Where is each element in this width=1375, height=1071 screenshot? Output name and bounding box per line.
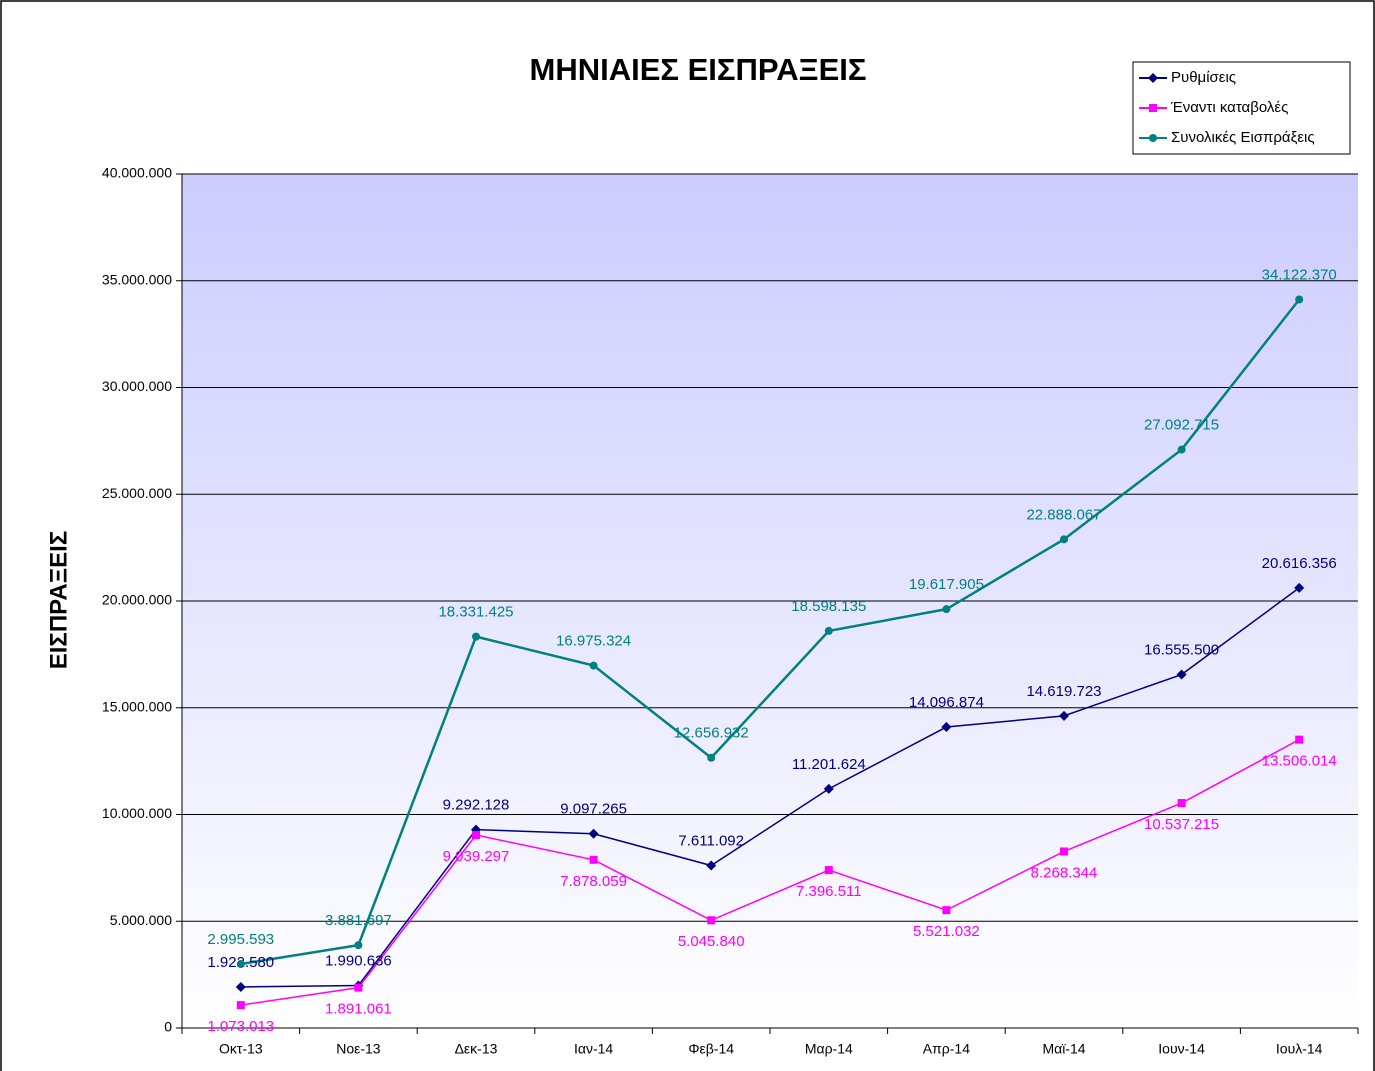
series-line	[240, 587, 1300, 988]
marker	[707, 753, 716, 762]
legend-box	[1132, 61, 1351, 155]
data-label: 34.122.370	[1262, 266, 1337, 283]
y-tick-label: 25.000.000	[102, 485, 172, 501]
y-tick-label: 35.000.000	[102, 271, 172, 287]
marker	[1294, 582, 1305, 593]
data-label: 20.616.356	[1262, 555, 1337, 572]
y-tick-label: 10.000.000	[102, 805, 172, 821]
data-label: 18.598.135	[791, 598, 866, 615]
data-label: 3.881.697	[325, 912, 392, 929]
y-axis-label: ΕΙΣΠΡΑΞΕΙΣ	[45, 531, 72, 670]
marker	[706, 860, 717, 871]
data-label: 2.995.593	[207, 931, 274, 948]
y-tick-label: 30.000.000	[102, 378, 172, 394]
data-label: 1.990.636	[325, 952, 392, 969]
marker	[1149, 104, 1157, 112]
data-label: 10.537.215	[1144, 816, 1219, 833]
y-tick-label: 0	[164, 1019, 172, 1035]
legend-label: Ρυθμίσεις	[1171, 69, 1236, 86]
marker	[1295, 295, 1304, 304]
marker	[1177, 799, 1186, 808]
data-label: 5.521.032	[913, 923, 980, 940]
data-label: 13.506.014	[1262, 753, 1337, 770]
marker	[472, 632, 480, 641]
marker	[824, 866, 833, 875]
marker	[823, 783, 834, 794]
marker	[942, 906, 951, 915]
marker	[354, 941, 363, 950]
y-tick-label: 20.000.000	[102, 592, 172, 608]
data-label: 9.292.128	[443, 797, 510, 814]
marker	[1148, 73, 1158, 83]
data-label: 7.396.511	[796, 883, 862, 900]
data-label: 16.555.500	[1144, 642, 1219, 659]
data-label: 12.656.932	[674, 725, 749, 742]
marker	[1177, 445, 1186, 454]
data-label: 16.975.324	[556, 633, 631, 650]
chart-title: ΜΗΝΙΑΙΕΣ ΕΙΣΠΡΑΞΕΙΣ	[530, 52, 867, 87]
marker	[707, 916, 716, 925]
x-tick-label: Νοε-13	[336, 1041, 381, 1057]
x-tick-label: Απρ-14	[923, 1041, 970, 1057]
marker	[589, 661, 598, 670]
marker	[589, 855, 598, 864]
series-line	[240, 738, 1300, 1006]
x-tick-label: Δεκ-13	[455, 1041, 498, 1057]
x-tick-label: Ιουν-14	[1158, 1041, 1205, 1057]
data-label: 22.888.067	[1026, 506, 1101, 523]
marker	[1059, 710, 1069, 721]
x-tick-label: Φεβ-14	[688, 1041, 734, 1057]
x-tick-label: Οκτ-13	[219, 1041, 263, 1057]
data-label: 9.097.265	[560, 801, 627, 818]
y-tick-label: 15.000.000	[102, 698, 172, 714]
x-tick-label: Ιουλ-14	[1276, 1041, 1323, 1057]
marker	[824, 626, 833, 635]
legend-label: Συνολικές Εισπράξεις	[1171, 129, 1315, 146]
data-label: 14.096.874	[909, 694, 984, 711]
x-tick-label: Μαρ-14	[805, 1041, 853, 1057]
y-tick-label: 5.000.000	[110, 912, 172, 928]
data-label: 11.201.624	[792, 756, 866, 773]
marker	[1060, 847, 1068, 856]
marker	[1295, 735, 1304, 744]
data-label: 7.611.092	[678, 832, 744, 849]
data-label: 14.619.723	[1026, 683, 1101, 700]
series-line	[240, 298, 1301, 966]
data-label: 1.073.013	[207, 1018, 274, 1035]
data-label: 8.268.344	[1031, 864, 1098, 881]
y-tick-label: 40.000.000	[102, 165, 172, 181]
marker	[1060, 535, 1068, 544]
marker	[354, 983, 363, 992]
x-tick-label: Ιαν-14	[574, 1041, 613, 1057]
marker	[235, 981, 246, 992]
data-label: 5.045.840	[678, 933, 745, 950]
legend-label: Έναντι καταβολές	[1170, 99, 1288, 116]
marker	[588, 828, 599, 839]
data-label: 9.039.297	[443, 848, 510, 865]
marker	[472, 831, 480, 840]
marker	[941, 722, 952, 733]
data-label: 27.092.715	[1144, 417, 1219, 434]
marker	[236, 960, 245, 969]
data-label: 7.878.059	[560, 873, 627, 890]
data-label: 19.617.905	[909, 576, 984, 593]
marker	[1176, 669, 1187, 680]
marker	[942, 605, 951, 614]
data-label: 1.891.061	[325, 1001, 392, 1018]
data-label: 18.331.425	[438, 604, 513, 621]
x-tick-label: Μαϊ-14	[1042, 1041, 1085, 1057]
marker	[236, 1001, 245, 1010]
marker	[1149, 134, 1157, 142]
